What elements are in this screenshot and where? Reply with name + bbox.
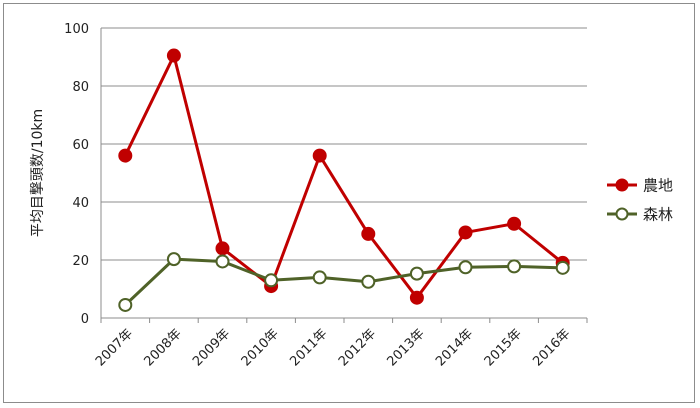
- legend-label: 森林: [643, 206, 673, 224]
- data-point: [312, 148, 327, 163]
- data-point: [361, 226, 376, 241]
- data-point: [215, 241, 230, 256]
- x-tick-label: 2012年: [336, 326, 379, 369]
- y-tick-label: 60: [72, 138, 89, 153]
- legend-marker: [615, 207, 629, 221]
- y-tick-label: 100: [64, 22, 89, 37]
- legend-label: 農地: [643, 177, 673, 195]
- x-tick-label: 2010年: [239, 326, 282, 369]
- data-point: [312, 270, 327, 285]
- axes: [100, 28, 588, 323]
- x-tick-label: 2009年: [190, 326, 233, 369]
- data-point: [409, 290, 424, 305]
- y-tick-label: 0: [81, 312, 89, 327]
- chart-frame: 0 20 40 60 80 100 2007年 2008年 2009年 2010年 2011年 20…: [3, 3, 695, 403]
- series-line: [123, 54, 564, 300]
- data-point: [118, 297, 133, 312]
- data-point: [118, 148, 133, 163]
- x-tick-label: 2016年: [530, 326, 573, 369]
- data-point: [555, 260, 570, 275]
- data-point: [264, 273, 279, 288]
- x-tick-label: 2011年: [287, 326, 330, 369]
- legend-marker: [615, 178, 629, 192]
- data-point: [166, 252, 181, 267]
- data-point: [507, 216, 522, 231]
- series-line: [124, 257, 563, 307]
- x-tick-label: 2008年: [142, 326, 185, 369]
- y-axis-label: 平均目撃頭数/10km: [30, 109, 46, 237]
- data-point: [507, 259, 522, 274]
- data-point: [215, 254, 230, 269]
- y-tick-labels: 0 20 40 60 80 100: [64, 22, 89, 327]
- series-layer: [118, 48, 570, 312]
- x-tick-labels: 2007年 2008年 2009年 2010年 2011年 2012年 2013年 2014年…: [93, 326, 574, 369]
- x-tick-label: 2007年: [93, 326, 136, 369]
- y-tick-label: 80: [72, 80, 89, 95]
- y-tick-label: 20: [72, 254, 89, 269]
- data-point: [409, 266, 424, 281]
- data-point: [458, 260, 473, 275]
- data-point: [361, 274, 376, 289]
- x-tick-label: 2013年: [385, 326, 428, 369]
- x-tick-label: 2015年: [482, 326, 525, 369]
- data-point: [458, 225, 473, 240]
- y-tick-label: 40: [72, 196, 89, 211]
- x-tick-label: 2014年: [433, 326, 476, 369]
- data-point: [166, 48, 181, 63]
